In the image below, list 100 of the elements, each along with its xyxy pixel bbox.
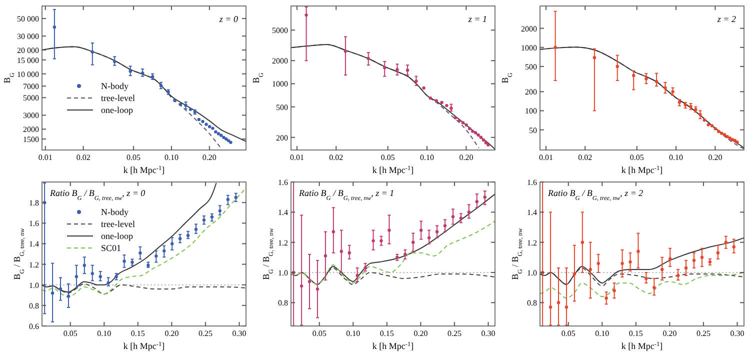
x-tick-label: 0.05 (630, 153, 644, 162)
point (483, 195, 486, 199)
y-tick-label: 1.2 (278, 238, 288, 248)
point (66, 294, 70, 298)
x-tick-label: 0.01 (538, 153, 553, 162)
y-tick-label: 1.6 (527, 178, 537, 187)
y-tick-label: 2000 (23, 125, 39, 134)
point (332, 230, 336, 234)
point (572, 272, 576, 276)
annotation: Ratio B$_{G}$ / B$_{G, tree, nw}$, z = 0 (49, 188, 146, 202)
point (628, 260, 632, 264)
point (404, 252, 407, 256)
y-tick-label: 1500 (23, 135, 39, 144)
point (90, 272, 94, 276)
legend-label: tree-level (101, 219, 136, 229)
point (340, 250, 343, 253)
y-tick-label: 1.8 (29, 198, 39, 208)
legend-label: one-loop (101, 105, 134, 115)
y-tick-label: 1000 (521, 43, 537, 52)
point (548, 306, 552, 309)
point (372, 239, 375, 242)
point (604, 296, 608, 300)
point (588, 268, 592, 272)
x-tick-label: 0.15 (628, 329, 643, 338)
point (154, 254, 158, 258)
y-tick-label: 15 000 (17, 56, 39, 65)
x-axis-title: k [h Mpc$^{-1}$] (123, 340, 165, 351)
annotation: z = 0 (218, 14, 238, 24)
y-tick-label: 1.6 (278, 178, 288, 187)
y-tick-label: 7000 (23, 82, 39, 92)
x-axis-title: k [h Mpc$^{-1}$] (372, 340, 414, 351)
x-tick-label: 0.15 (130, 329, 145, 338)
point (443, 224, 447, 228)
y-tick-label: 0.6 (29, 322, 39, 331)
point (186, 234, 190, 238)
x-axis-title: k [h Mpc$^{-1}$] (621, 164, 663, 175)
point (194, 228, 198, 231)
y-tick-label: 500 (276, 102, 288, 112)
point (676, 274, 680, 278)
x-tick-label: 0.10 (97, 329, 112, 338)
y-tick-label: 1.2 (29, 260, 39, 270)
legend-label: tree-level (101, 93, 136, 103)
x-tick-label: 0.10 (346, 329, 360, 338)
x-axis-title: k [h Mpc$^{-1}$] (123, 164, 165, 175)
line-series (42, 188, 246, 298)
point (467, 210, 471, 214)
point (652, 286, 656, 290)
annotation: z = 1 (467, 14, 487, 24)
x-tick-label: 0.02 (76, 153, 90, 162)
y-tick-label: 2000 (272, 56, 288, 66)
legend-label: N-body (101, 81, 129, 91)
point (170, 242, 174, 246)
y-tick-label: 1.2 (527, 238, 537, 248)
x-tick-label: 0.02 (578, 153, 592, 162)
y-tick-label: 10 000 (17, 70, 39, 79)
point (324, 254, 328, 258)
point (451, 215, 455, 218)
line-series (540, 237, 744, 286)
x-tick-label: 0.01 (290, 153, 304, 162)
y-tick-label: 50 (529, 126, 537, 135)
point (596, 262, 600, 266)
x-tick-label: 0.20 (202, 153, 216, 162)
x-tick-label: 0.05 (63, 329, 78, 338)
point (435, 230, 439, 234)
point (308, 280, 312, 284)
x-tick-label: 0.10 (595, 329, 610, 338)
point (620, 262, 624, 266)
x-tick-label: 0.30 (730, 329, 744, 338)
x-tick-label: 0.25 (198, 329, 212, 338)
point (82, 264, 86, 267)
y-tick-label: 100 (525, 106, 537, 116)
point (700, 256, 704, 259)
x-tick-label: 0.20 (662, 329, 677, 338)
x-tick-label: 0.05 (380, 153, 395, 162)
y-tick-label: 200 (276, 133, 288, 142)
x-tick-label: 0.30 (232, 329, 246, 338)
x-tick-label: 0.10 (420, 153, 434, 162)
point (732, 245, 736, 248)
y-tick-label: 0.8 (527, 298, 537, 308)
point (475, 200, 478, 204)
point (380, 239, 383, 242)
point (74, 275, 78, 278)
x-tick-label: 0.15 (380, 329, 394, 338)
x-tick-label: 0.01 (38, 153, 52, 162)
y-tick-label: 0.8 (278, 298, 288, 308)
annotation: Ratio B$_{G}$ / B$_{G, tree, nw}$, z = 2 (547, 188, 644, 202)
point (420, 228, 423, 232)
y-tick-label: 0.8 (29, 301, 39, 310)
x-tick-label: 0.05 (312, 329, 326, 338)
x-tick-label: 0.10 (669, 153, 684, 162)
point (660, 268, 664, 272)
point (138, 251, 142, 255)
y-tick-label: 1.6 (29, 219, 39, 228)
point (427, 236, 431, 240)
point (50, 291, 54, 295)
point (388, 228, 391, 232)
point (412, 240, 415, 244)
annotation: z = 2 (716, 14, 736, 24)
x-tick-label: 0.30 (481, 329, 496, 338)
x-tick-label: 0.02 (329, 153, 344, 162)
